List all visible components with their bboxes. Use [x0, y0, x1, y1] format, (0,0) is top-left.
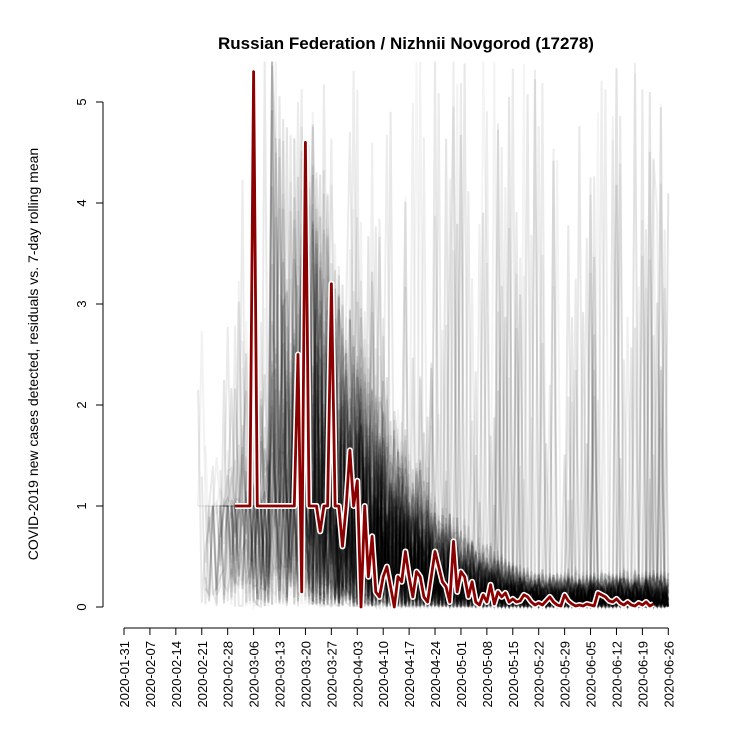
x-tick-label: 2020-04-24	[428, 641, 443, 708]
chart-title: Russian Federation / Nizhnii Novgorod (1…	[218, 34, 594, 53]
x-tick-label: 2020-04-03	[350, 641, 365, 708]
background-series-line	[356, 158, 669, 610]
x-tick-label: 2020-03-27	[324, 641, 339, 708]
background-series-line	[204, 61, 669, 610]
background-series-line	[208, 61, 669, 610]
x-tick-label: 2020-03-20	[298, 641, 313, 708]
x-tick-label: 2020-02-21	[195, 641, 210, 708]
x-tick-label: 2020-03-06	[247, 641, 262, 708]
background-series-line	[197, 159, 670, 610]
background-series-line	[293, 124, 670, 609]
x-tick-label: 2020-05-15	[506, 641, 521, 708]
x-tick-label: 2020-06-26	[661, 641, 676, 708]
background-series-line	[319, 256, 670, 610]
highlight-series-group	[235, 68, 655, 610]
background-series-line	[248, 304, 670, 609]
x-tick-label: 2020-04-10	[376, 641, 391, 708]
x-tick-label: 2020-06-19	[635, 641, 650, 708]
y-tick-label: 0	[74, 603, 89, 610]
background-series-line	[360, 366, 670, 610]
background-series-line	[245, 208, 669, 611]
x-tick-label: 2020-05-22	[532, 641, 547, 708]
background-series-line	[197, 126, 670, 610]
x-tick-label: 2020-06-12	[609, 641, 624, 708]
background-series-line	[282, 191, 670, 611]
background-series-line	[215, 111, 670, 610]
axes-group: 0 1 2 3 4 5 2020-01-31 2020-02-07 2020-02-14 2020…	[74, 98, 676, 707]
background-series-line	[356, 416, 669, 610]
x-tick-label: 2020-04-17	[402, 641, 417, 708]
background-series-line	[356, 409, 669, 611]
background-series-line	[200, 96, 669, 610]
background-series-line	[360, 440, 669, 610]
background-series-line	[252, 83, 670, 610]
background-series-line	[204, 292, 669, 610]
x-tick-label: 2020-02-07	[143, 641, 158, 708]
background-series-group	[197, 61, 670, 611]
background-series-line	[371, 455, 670, 610]
y-tick-label: 5	[74, 98, 89, 105]
y-tick-label: 1	[74, 502, 89, 509]
background-series-line	[263, 65, 670, 610]
background-series-line	[293, 139, 670, 610]
x-tick-label: 2020-02-14	[169, 641, 184, 708]
background-series-line	[337, 381, 669, 611]
x-tick-label: 2020-05-08	[480, 641, 495, 708]
y-tick-label: 3	[74, 300, 89, 307]
x-tick-label: 2020-06-05	[584, 641, 599, 708]
x-tick-label: 2020-02-28	[221, 641, 236, 708]
x-tick-label: 2020-05-29	[558, 641, 573, 708]
highlight-series-line	[235, 70, 655, 609]
background-series-line	[219, 138, 670, 610]
background-series-line	[289, 336, 669, 611]
background-series-line	[282, 308, 670, 609]
background-series-line	[253, 134, 670, 609]
background-series-line	[397, 272, 670, 610]
x-tick-label: 2020-05-01	[454, 641, 469, 708]
background-series-line	[253, 126, 670, 609]
background-series-line	[382, 376, 670, 608]
y-tick-label: 4	[74, 199, 89, 206]
y-axis-label: COVID-2019 new cases detected, residuals…	[25, 148, 41, 560]
y-tick-label: 2	[74, 401, 89, 408]
x-tick-label: 2020-01-31	[117, 641, 132, 708]
background-series-line	[198, 102, 670, 609]
background-series-line	[319, 237, 669, 610]
x-tick-label: 2020-03-13	[273, 641, 288, 708]
